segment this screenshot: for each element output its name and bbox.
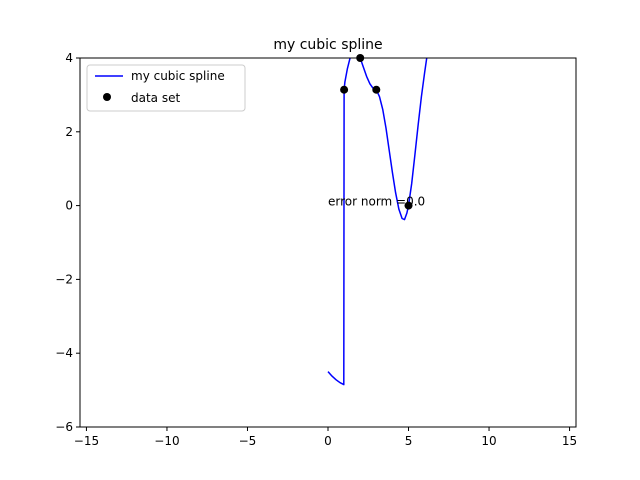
x-tick-label: 15 — [562, 434, 577, 448]
data-point — [372, 85, 381, 94]
x-tick-label: −10 — [154, 434, 179, 448]
series-layer — [327, 58, 428, 386]
chart-title: my cubic spline — [273, 37, 382, 53]
x-tick-label: 5 — [405, 434, 413, 448]
markers-layer — [340, 54, 413, 210]
legend-box — [86, 64, 246, 112]
y-tick-label: −2 — [55, 272, 73, 286]
x-tick-label: −5 — [239, 434, 257, 448]
y-tick-label: 4 — [65, 51, 73, 65]
x-axis: −15 −10 −5 0 5 10 15 — [74, 427, 577, 448]
error-norm-annotation: error norm =0.0 — [328, 195, 425, 209]
y-tick-label: −4 — [55, 346, 73, 360]
data-point — [404, 201, 413, 210]
x-tick-label: 0 — [324, 434, 332, 448]
y-tick-label: 0 — [65, 199, 73, 213]
legend-label-data: data set — [131, 91, 180, 105]
x-tick-label: 10 — [481, 434, 496, 448]
legend-marker-swatch — [103, 93, 111, 101]
y-axis: −6 −4 −2 0 2 4 — [55, 51, 80, 434]
y-tick-label: 2 — [65, 125, 73, 139]
x-tick-label: −15 — [74, 434, 99, 448]
y-tick-label: −6 — [55, 420, 73, 434]
data-point — [340, 85, 349, 94]
spline-line — [327, 58, 428, 386]
legend: my cubic spline data set — [86, 64, 246, 112]
legend-label-spline: my cubic spline — [131, 69, 225, 83]
